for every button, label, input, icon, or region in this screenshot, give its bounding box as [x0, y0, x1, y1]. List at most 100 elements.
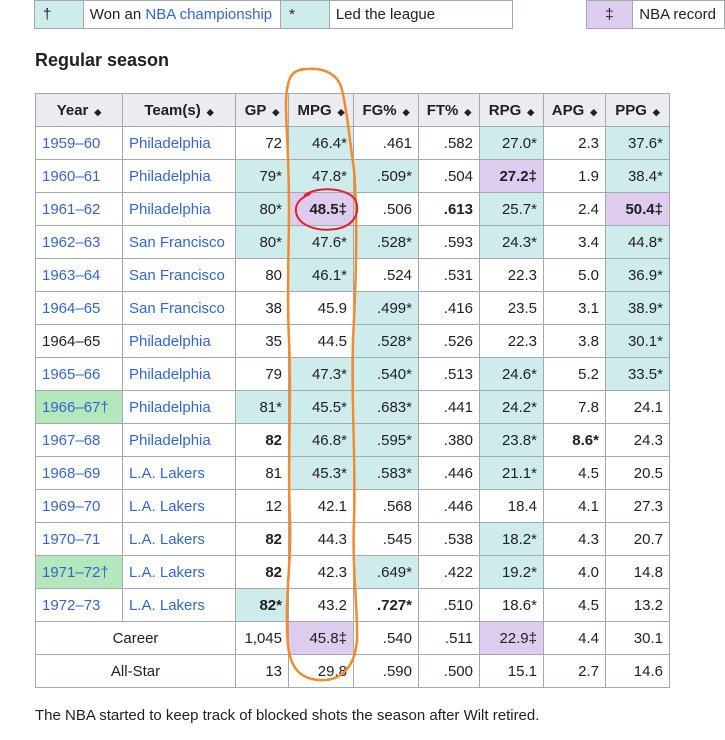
table-row: 1962–63 San Francisco 80* 47.6* .528* .593 24.… [35, 225, 670, 259]
fg-value: .540* [376, 365, 412, 383]
year-value[interactable]: 1968–69 [42, 464, 101, 482]
sort-icon[interactable]: ◆ [464, 106, 472, 117]
cell-year[interactable]: 1962–63 [35, 225, 123, 259]
cell-year[interactable]: 1968–69 [35, 456, 123, 490]
year-value[interactable]: 1965–66 [42, 365, 101, 383]
sort-icon[interactable]: ◆ [94, 106, 102, 117]
cell-team[interactable]: San Francisco [122, 291, 236, 325]
col-fg[interactable]: FG% ◆ [353, 93, 419, 127]
team-value[interactable]: Philadelphia [129, 134, 211, 152]
allstar-row: All-Star 13 29.8 .590 .500 15.1 2.7 14.6 [35, 654, 670, 688]
year-value[interactable]: 1970–71 [42, 530, 101, 548]
year-value[interactable]: 1961–62 [42, 200, 101, 218]
cell-team[interactable]: Philadelphia [122, 423, 236, 457]
cell-year[interactable]: 1963–64 [35, 258, 123, 292]
cell-year[interactable]: 1966–67† [35, 390, 123, 424]
cell-team[interactable]: L.A. Lakers [122, 522, 236, 556]
cell-year[interactable]: 1969–70 [35, 489, 123, 523]
cell-gp: 80* [235, 192, 289, 226]
cell-ft: .500 [418, 654, 480, 688]
cell-year[interactable]: 1959–60 [35, 126, 123, 160]
mpg-value: 44.3 [317, 530, 347, 548]
year-value[interactable]: 1960–61 [42, 167, 101, 185]
cell-year[interactable]: 1970–71 [35, 522, 123, 556]
cell-team[interactable]: Philadelphia [122, 159, 236, 193]
team-value[interactable]: Philadelphia [129, 431, 211, 449]
cell-year[interactable]: 1964–65 [35, 291, 123, 325]
team-value[interactable]: Philadelphia [129, 365, 211, 383]
team-value[interactable]: Philadelphia [129, 398, 211, 416]
cell-year[interactable]: 1961–62 [35, 192, 123, 226]
header-row: Year ◆ Team(s) ◆ GP ◆ MPG ◆ FG% ◆ FT% ◆ RPG ◆ A… [35, 93, 670, 127]
sort-icon[interactable]: ◆ [652, 106, 660, 117]
cell-fg: .583* [353, 456, 419, 490]
col-ft[interactable]: FT% ◆ [418, 93, 480, 127]
cell-team[interactable]: Philadelphia [122, 126, 236, 160]
year-value[interactable]: 1959–60 [42, 134, 101, 152]
team-value[interactable]: San Francisco [129, 233, 225, 251]
team-value[interactable]: L.A. Lakers [129, 464, 205, 482]
col-year[interactable]: Year ◆ [35, 93, 123, 127]
sort-icon[interactable]: ◆ [337, 106, 345, 117]
cell-team[interactable]: Philadelphia [122, 192, 236, 226]
col-team[interactable]: Team(s) ◆ [122, 93, 236, 127]
year-value[interactable]: 1967–68 [42, 431, 101, 449]
col-apg[interactable]: APG ◆ [543, 93, 606, 127]
table-row: 1961–62 Philadelphia 80* 48.5‡ .506 .613 25.7*… [35, 192, 670, 226]
team-value[interactable]: San Francisco [129, 299, 225, 317]
cell-team[interactable]: Philadelphia [122, 324, 236, 358]
cell-ft: .511 [418, 621, 480, 655]
team-value[interactable]: Philadelphia [129, 167, 211, 185]
year-value[interactable]: 1963–64 [42, 266, 101, 284]
cell-mpg: 46.1* [288, 258, 354, 292]
year-value[interactable]: 1964–65 [42, 299, 101, 317]
team-value[interactable]: Philadelphia [129, 200, 211, 218]
team-value[interactable]: San Francisco [129, 266, 225, 284]
ft-value: .582 [443, 134, 473, 152]
team-value[interactable]: L.A. Lakers [129, 497, 205, 515]
ft-value: .526 [443, 332, 473, 350]
col-rpg[interactable]: RPG ◆ [479, 93, 544, 127]
team-value[interactable]: L.A. Lakers [129, 596, 205, 614]
year-value[interactable]: 1969–70 [42, 497, 101, 515]
cell-team[interactable]: L.A. Lakers [122, 456, 236, 490]
team-value[interactable]: L.A. Lakers [129, 530, 205, 548]
cell-team[interactable]: L.A. Lakers [122, 555, 236, 589]
cell-year[interactable]: 1971–72† [35, 555, 123, 589]
cell-team[interactable]: Philadelphia [122, 357, 236, 391]
year-value[interactable]: 1962–63 [42, 233, 101, 251]
year-value[interactable]: 1971–72† [42, 563, 109, 581]
cell-team[interactable]: Philadelphia [122, 390, 236, 424]
table-row: 1972–73 L.A. Lakers 82* 43.2 .727* .510 18.6* 4… [35, 588, 670, 622]
team-value[interactable]: L.A. Lakers [129, 563, 205, 581]
sort-icon[interactable]: ◆ [527, 106, 535, 117]
gp-value: 1,045 [244, 629, 282, 647]
cell-year[interactable]: 1965–66 [35, 357, 123, 391]
ppg-value: 50.4‡ [625, 200, 663, 218]
sort-icon[interactable]: ◆ [206, 106, 214, 117]
cell-year[interactable]: 1967–68 [35, 423, 123, 457]
sort-icon[interactable]: ◆ [272, 106, 280, 117]
rpg-value: 22.9‡ [499, 629, 537, 647]
cell-team[interactable]: San Francisco [122, 225, 236, 259]
cell-year[interactable]: 1972–73 [35, 588, 123, 622]
cell-fg: .649* [353, 555, 419, 589]
col-ppg[interactable]: PPG ◆ [605, 93, 670, 127]
sort-icon[interactable]: ◆ [402, 106, 410, 117]
cell-team[interactable]: L.A. Lakers [122, 489, 236, 523]
fg-value: .506 [382, 200, 412, 218]
cell-team[interactable]: San Francisco [122, 258, 236, 292]
nba-championship-link[interactable]: NBA championship [145, 6, 273, 23]
col-gp[interactable]: GP ◆ [235, 93, 289, 127]
cell-mpg: 45.8‡ [288, 621, 354, 655]
team-value[interactable]: Philadelphia [129, 332, 211, 350]
cell-team[interactable]: L.A. Lakers [122, 588, 236, 622]
cell-gp: 38 [235, 291, 289, 325]
year-value[interactable]: 1972–73 [42, 596, 101, 614]
year-value[interactable]: 1966–67† [42, 398, 109, 416]
cell-mpg: 42.3 [288, 555, 354, 589]
cell-apg: 4.4 [543, 621, 606, 655]
sort-icon[interactable]: ◆ [590, 106, 598, 117]
cell-year[interactable]: 1960–61 [35, 159, 123, 193]
col-mpg[interactable]: MPG ◆ [288, 93, 354, 127]
